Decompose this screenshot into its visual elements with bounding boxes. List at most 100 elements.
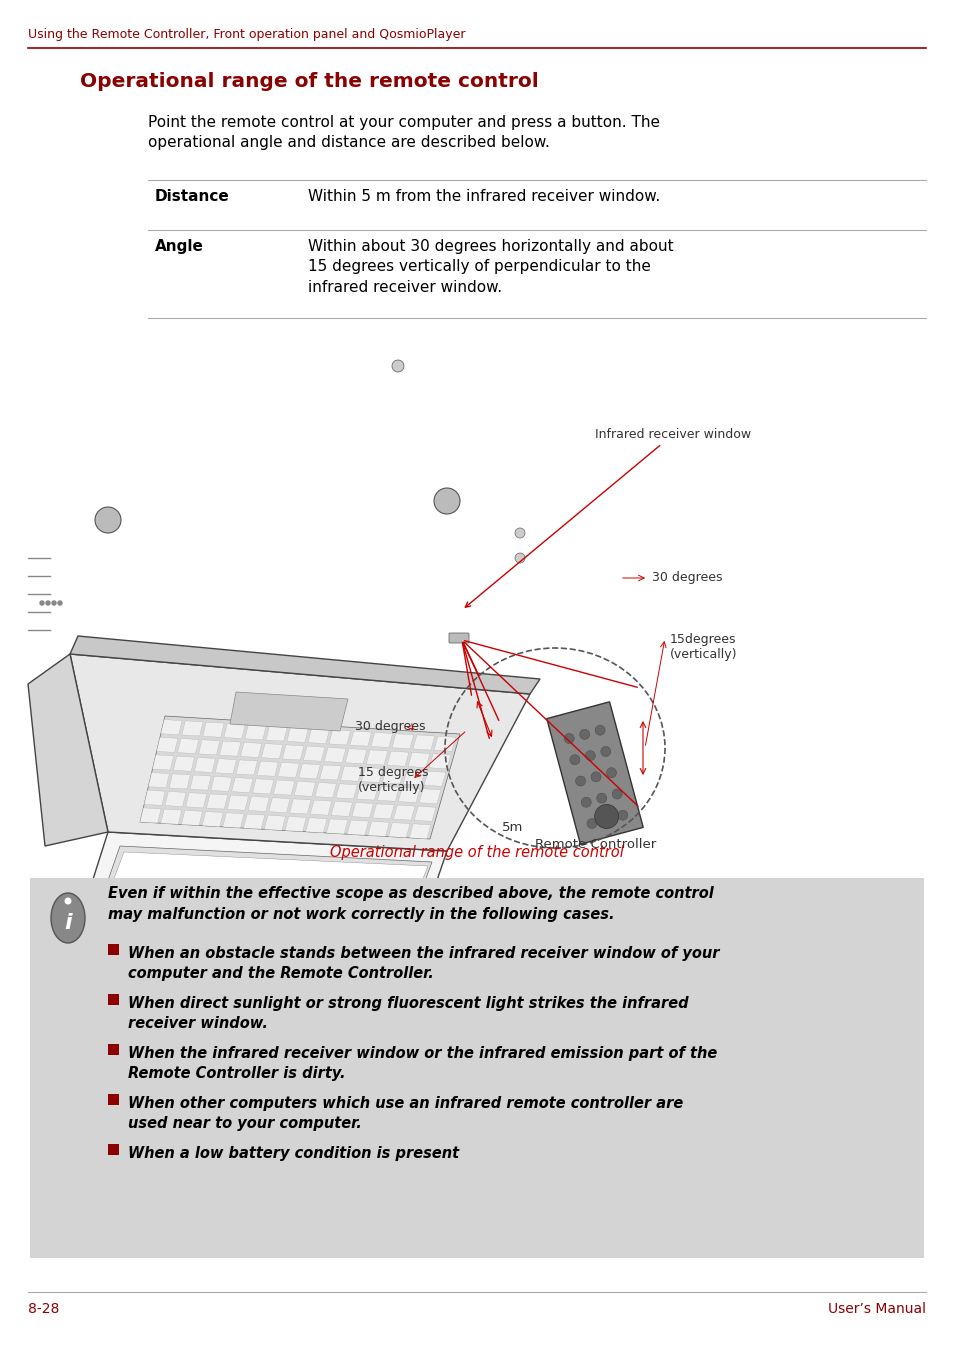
Text: When other computers which use an infrared remote controller are
used near to yo: When other computers which use an infrar… <box>128 1096 682 1132</box>
Polygon shape <box>253 779 274 794</box>
Polygon shape <box>177 738 198 753</box>
Circle shape <box>392 360 403 372</box>
Bar <box>108 944 119 955</box>
Polygon shape <box>413 735 435 750</box>
Polygon shape <box>331 802 353 817</box>
Polygon shape <box>377 787 398 802</box>
Polygon shape <box>429 753 451 769</box>
Polygon shape <box>314 783 336 798</box>
Text: User’s Manual: User’s Manual <box>827 1302 925 1315</box>
FancyBboxPatch shape <box>30 877 923 1257</box>
Polygon shape <box>156 737 177 753</box>
Polygon shape <box>198 740 219 754</box>
Polygon shape <box>224 723 245 738</box>
Circle shape <box>597 794 606 803</box>
Polygon shape <box>366 750 388 765</box>
Polygon shape <box>403 771 424 786</box>
Circle shape <box>612 790 621 799</box>
Text: When the infrared receiver window or the infrared emission part of the
Remote Co: When the infrared receiver window or the… <box>128 1046 717 1082</box>
Text: Angle: Angle <box>154 239 204 254</box>
Polygon shape <box>287 727 308 742</box>
Text: 8-28: 8-28 <box>28 1302 59 1315</box>
Polygon shape <box>240 742 261 757</box>
Polygon shape <box>248 796 269 811</box>
Text: Within about 30 degrees horizontally and about
15 degrees vertically of perpendi: Within about 30 degrees horizontally and… <box>308 239 673 295</box>
Text: 15 degrees
(vertically): 15 degrees (vertically) <box>357 767 428 794</box>
Polygon shape <box>414 806 436 821</box>
Polygon shape <box>329 730 350 745</box>
Polygon shape <box>181 810 202 826</box>
Ellipse shape <box>51 894 85 942</box>
Polygon shape <box>232 777 253 792</box>
Polygon shape <box>408 753 430 768</box>
Polygon shape <box>211 776 232 791</box>
Text: Remote Controller: Remote Controller <box>535 838 656 850</box>
Text: 5m: 5m <box>501 821 523 834</box>
Polygon shape <box>335 784 357 799</box>
Polygon shape <box>78 846 432 982</box>
Polygon shape <box>28 654 108 846</box>
Polygon shape <box>165 791 186 807</box>
Polygon shape <box>347 821 368 836</box>
Polygon shape <box>352 803 373 818</box>
Polygon shape <box>144 790 165 806</box>
Text: When direct sunlight or strong fluorescent light strikes the infrared
receiver w: When direct sunlight or strong fluoresce… <box>128 996 688 1032</box>
Circle shape <box>46 600 51 606</box>
Polygon shape <box>546 702 642 844</box>
Polygon shape <box>70 635 539 694</box>
Text: Infrared receiver window: Infrared receiver window <box>465 429 750 607</box>
Circle shape <box>434 488 459 514</box>
Polygon shape <box>160 808 182 825</box>
Polygon shape <box>203 722 224 737</box>
Polygon shape <box>169 773 190 790</box>
Polygon shape <box>371 733 393 748</box>
Polygon shape <box>243 814 265 829</box>
Circle shape <box>95 507 121 533</box>
Polygon shape <box>350 731 372 746</box>
Polygon shape <box>182 721 203 735</box>
Text: When a low battery condition is present: When a low battery condition is present <box>128 1146 458 1161</box>
Polygon shape <box>361 768 383 783</box>
Polygon shape <box>186 792 207 808</box>
Polygon shape <box>245 725 266 740</box>
Circle shape <box>51 600 56 606</box>
Bar <box>108 1094 119 1105</box>
Circle shape <box>601 814 612 825</box>
Polygon shape <box>319 765 341 780</box>
Polygon shape <box>215 758 236 773</box>
Circle shape <box>580 798 591 807</box>
Text: Within 5 m from the infrared receiver window.: Within 5 m from the infrared receiver wi… <box>308 189 659 204</box>
Polygon shape <box>264 815 285 830</box>
Polygon shape <box>152 754 173 771</box>
Polygon shape <box>223 813 244 827</box>
Polygon shape <box>206 794 228 808</box>
Polygon shape <box>326 819 348 834</box>
Text: i: i <box>64 913 71 933</box>
Polygon shape <box>227 795 248 810</box>
Bar <box>108 1044 119 1055</box>
Polygon shape <box>345 749 367 764</box>
FancyBboxPatch shape <box>449 633 469 644</box>
Circle shape <box>515 529 524 538</box>
Bar <box>108 994 119 1005</box>
Circle shape <box>600 746 610 757</box>
Polygon shape <box>310 800 332 815</box>
Polygon shape <box>274 780 294 795</box>
Text: Distance: Distance <box>154 189 230 204</box>
Polygon shape <box>140 717 459 840</box>
Polygon shape <box>388 822 410 838</box>
Polygon shape <box>62 831 447 994</box>
Text: Operational range of the remote control: Operational range of the remote control <box>80 72 538 91</box>
Text: When an obstacle stands between the infrared receiver window of your
computer an: When an obstacle stands between the infr… <box>128 946 719 982</box>
Polygon shape <box>434 737 456 752</box>
Polygon shape <box>305 818 327 833</box>
Text: 30 degrees: 30 degrees <box>651 572 721 584</box>
Circle shape <box>579 729 589 740</box>
Polygon shape <box>269 798 290 813</box>
Polygon shape <box>194 757 215 772</box>
Bar <box>108 1144 119 1155</box>
Polygon shape <box>387 752 409 767</box>
Circle shape <box>618 810 627 821</box>
Circle shape <box>57 600 63 606</box>
Text: 15degrees
(vertically): 15degrees (vertically) <box>669 633 737 661</box>
